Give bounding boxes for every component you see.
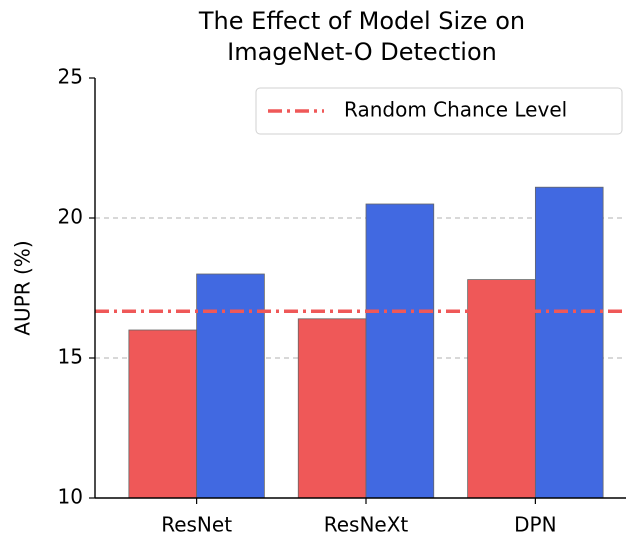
bar [534, 186, 604, 499]
bar [297, 318, 367, 499]
bar [196, 273, 265, 499]
chart-title: ImageNet-O Detection [227, 38, 497, 66]
chart-title: The Effect of Model Size on [198, 7, 525, 35]
y-tick-label: 20 [58, 205, 83, 229]
x-tick-label: DPN [514, 513, 556, 537]
y-tick-label: 10 [58, 485, 83, 509]
legend-label: Random Chance Level [344, 98, 567, 122]
x-tick-label: ResNeXt [324, 513, 409, 537]
bar [365, 203, 435, 499]
x-tick-label: ResNet [161, 513, 232, 537]
y-axis-label: AUPR (%) [11, 240, 35, 335]
bar [128, 329, 198, 499]
legend-box [255, 87, 623, 135]
y-tick-label: 25 [58, 65, 83, 89]
y-tick-label: 15 [58, 345, 83, 369]
